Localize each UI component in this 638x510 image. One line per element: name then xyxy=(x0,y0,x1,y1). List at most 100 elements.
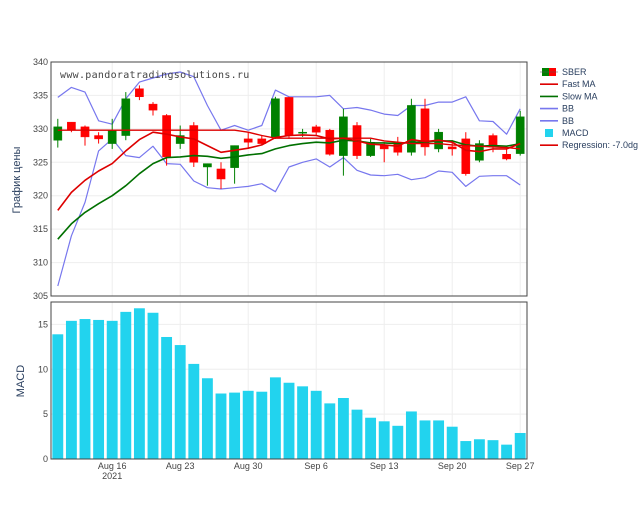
price-tick-label: 320 xyxy=(33,191,48,201)
legend-label: SBER xyxy=(562,67,587,77)
legend-item-bb_lower: BB xyxy=(540,116,574,126)
candle-body xyxy=(271,98,280,138)
candle xyxy=(339,108,348,176)
candle-body xyxy=(502,154,511,160)
candle-body xyxy=(515,116,525,154)
candle xyxy=(271,96,280,139)
macd-bar xyxy=(269,377,281,459)
candle-body xyxy=(216,168,226,180)
x-tick-label: Aug 30 xyxy=(234,461,263,471)
macd-bar xyxy=(419,420,431,459)
legend-item-slow_ma: Slow MA xyxy=(540,91,598,101)
price-frame xyxy=(50,61,528,297)
candle-body xyxy=(298,131,307,134)
candle xyxy=(189,122,199,167)
candle xyxy=(216,162,226,190)
candle-body xyxy=(243,138,253,143)
macd-bar xyxy=(514,432,526,459)
macd-frame xyxy=(50,301,528,460)
x-tick-label: Sep 13 xyxy=(370,461,399,471)
candle xyxy=(243,132,253,149)
x-tick-label: Sep 6 xyxy=(304,461,328,471)
macd-bar xyxy=(65,320,77,459)
legend-label: BB xyxy=(562,116,574,126)
legend-label: Fast MA xyxy=(562,79,596,89)
macd-bar xyxy=(460,441,472,459)
candle xyxy=(94,132,103,144)
macd-bar xyxy=(120,311,132,459)
macd-bar xyxy=(133,308,145,459)
legend-item-bb_upper: BB xyxy=(540,104,574,114)
candle-body xyxy=(148,103,158,111)
candle-body xyxy=(339,116,348,156)
macd-bar xyxy=(229,392,241,459)
slow-ma-line xyxy=(57,139,521,240)
macd-bar xyxy=(297,386,309,459)
candle-body xyxy=(107,129,117,144)
candle-body xyxy=(162,115,171,158)
price-tick-label: 330 xyxy=(33,124,48,134)
legend-label: BB xyxy=(562,104,574,114)
macd-bar xyxy=(378,421,390,459)
candle-body xyxy=(257,138,267,144)
candle-body xyxy=(175,135,185,144)
candle xyxy=(80,125,90,146)
candle xyxy=(461,132,471,176)
fast-ma-line xyxy=(57,131,521,211)
macd-bar xyxy=(351,409,363,459)
macd-bar xyxy=(106,320,118,459)
macd-bar xyxy=(215,393,227,459)
macd-bar xyxy=(473,439,485,459)
bb-lower-line xyxy=(57,138,521,287)
candle-body xyxy=(284,97,294,136)
candle-body xyxy=(189,125,199,163)
macd-tick-label: 15 xyxy=(38,319,48,329)
macd-bar xyxy=(501,444,513,459)
macd-tick-label: 10 xyxy=(38,364,48,374)
candle xyxy=(121,92,131,141)
regression-line xyxy=(57,129,521,150)
legend-label: Slow MA xyxy=(562,91,598,101)
legend-item-fast_ma: Fast MA xyxy=(540,79,596,89)
candle-body xyxy=(67,121,76,131)
candle xyxy=(284,96,294,139)
price-axis-label: График цены xyxy=(11,146,23,213)
candle xyxy=(515,110,525,156)
candle xyxy=(135,85,144,101)
legend-item-sber: SBER xyxy=(540,67,587,77)
candle xyxy=(311,124,321,136)
price-panel: 305 310 315 320 325 330 335 340 xyxy=(33,57,528,301)
macd-bar xyxy=(52,334,64,459)
candle xyxy=(366,138,375,157)
candle xyxy=(420,98,430,156)
macd-axis-label: MACD xyxy=(15,365,27,397)
macd-bar xyxy=(147,312,159,459)
macd-bar xyxy=(337,397,349,459)
watermark-text: www.pandoratradingsolutions.ru xyxy=(60,70,250,81)
macd-bar xyxy=(392,425,404,459)
x-tick-sublabel: 2021 xyxy=(102,471,122,481)
candle xyxy=(257,135,267,146)
macd-tick-label: 0 xyxy=(43,454,48,464)
macd-bar xyxy=(256,391,268,459)
macd-bar xyxy=(446,426,458,459)
macd-bar xyxy=(188,363,200,459)
macd-bar xyxy=(405,411,417,459)
candle-body xyxy=(379,145,389,150)
price-tick-label: 340 xyxy=(33,57,48,67)
x-tick-label: Aug 23 xyxy=(166,461,195,471)
price-tick-label: 325 xyxy=(33,157,48,167)
macd-bar xyxy=(79,319,91,459)
x-tick-label: Sep 20 xyxy=(438,461,467,471)
macd-bar xyxy=(433,420,445,459)
candle-body xyxy=(135,88,144,98)
candle-body xyxy=(407,105,416,153)
x-tick-label: Sep 27 xyxy=(506,461,535,471)
price-tick-label: 305 xyxy=(33,291,48,301)
macd-bar xyxy=(365,417,377,459)
candle-body xyxy=(80,126,90,138)
macd-bar xyxy=(310,390,322,459)
candle xyxy=(203,163,212,186)
